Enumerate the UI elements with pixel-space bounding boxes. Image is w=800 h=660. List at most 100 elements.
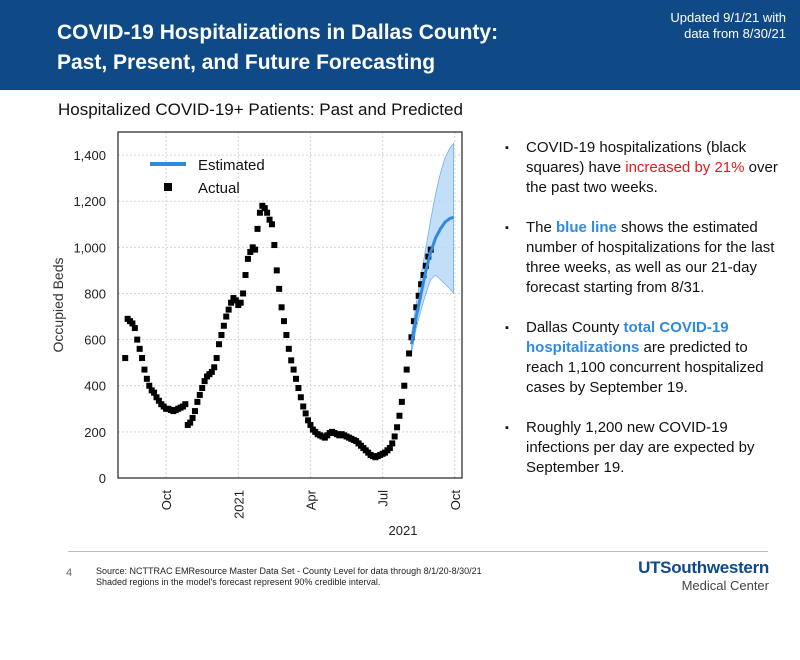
update-note-line-2: data from 8/30/21 xyxy=(684,26,786,41)
bullet-highlight: Roughly 1,200 new COVID-19 infections pe… xyxy=(526,419,728,456)
bullet-item: ▪ The blue line shows the estimated numb… xyxy=(505,218,785,298)
actual-point xyxy=(293,375,300,382)
actual-point xyxy=(136,345,143,352)
bullet-highlight: increased by 21% xyxy=(625,159,745,176)
actual-point xyxy=(141,366,148,373)
actual-point xyxy=(305,417,312,424)
update-note-line-1: Updated 9/1/21 with xyxy=(670,10,786,25)
actual-point xyxy=(244,255,251,262)
bullet-highlight: total COVID-19 hospitalizations xyxy=(526,319,729,356)
actual-point xyxy=(256,209,263,216)
actual-point xyxy=(220,322,227,329)
footer-divider xyxy=(68,551,768,552)
actual-point xyxy=(386,445,393,452)
bullet-text: Dallas County xyxy=(526,319,624,336)
actual-point xyxy=(401,382,408,389)
actual-point xyxy=(191,408,198,415)
bullet-marker: ▪ xyxy=(505,422,509,434)
y-tick-label: 400 xyxy=(84,379,106,394)
header-banner: COVID-19 Hospitalizations in Dallas Coun… xyxy=(0,0,800,90)
actual-point xyxy=(129,320,136,327)
y-tick-label: 0 xyxy=(99,471,106,486)
bullet-list: ▪ COVID-19 hospitalizations (black squar… xyxy=(505,138,785,498)
actual-point xyxy=(252,246,259,253)
actual-point xyxy=(413,304,420,311)
actual-point xyxy=(194,398,201,405)
bullet-marker: ▪ xyxy=(505,322,509,334)
bullet-item: ▪ Roughly 1,200 new COVID-19 infections … xyxy=(505,418,785,478)
actual-point xyxy=(415,292,422,299)
bullet-highlight: blue line xyxy=(556,219,617,236)
page-title: COVID-19 Hospitalizations in Dallas Coun… xyxy=(57,18,498,78)
actual-point xyxy=(254,225,261,232)
actual-point xyxy=(199,385,206,392)
bullet-item: ▪ Dallas County total COVID-19 hospitali… xyxy=(505,318,785,398)
actual-point xyxy=(283,331,290,338)
actual-point xyxy=(300,403,307,410)
actual-point xyxy=(271,242,278,249)
y-tick-label: 1,400 xyxy=(73,148,106,163)
actual-point xyxy=(134,336,141,343)
actual-point xyxy=(276,285,283,292)
y-tick-label: 600 xyxy=(84,333,106,348)
actual-point xyxy=(139,355,146,362)
logo-main-text: UTSouthwestern xyxy=(638,558,769,577)
actual-point xyxy=(153,394,160,401)
actual-point xyxy=(297,394,304,401)
actual-point xyxy=(143,375,150,382)
actual-point xyxy=(391,433,398,440)
source-line-1: Source: NCTTRAC EMResource Master Data S… xyxy=(96,566,482,576)
x-tick-label: Oct xyxy=(448,490,463,511)
actual-point xyxy=(398,398,405,405)
logo: UTSouthwestern Medical Center xyxy=(638,558,769,593)
actual-point xyxy=(223,313,230,320)
x-tick-label: Apr xyxy=(303,489,318,510)
actual-point xyxy=(216,341,223,348)
actual-point xyxy=(155,397,162,404)
source-line-2: Shaded regions in the model's forecast r… xyxy=(96,577,381,587)
y-tick-label: 1,200 xyxy=(73,194,106,209)
actual-point xyxy=(273,267,280,274)
actual-point xyxy=(240,290,247,297)
bullet-item: ▪ COVID-19 hospitalizations (black squar… xyxy=(505,138,785,198)
actual-point xyxy=(278,304,285,311)
logo-sub-text: Medical Center xyxy=(681,578,769,593)
x-tick-label: Oct xyxy=(159,490,174,511)
chart-title: Hospitalized COVID-19+ Patients: Past an… xyxy=(58,100,463,119)
actual-point xyxy=(237,299,244,306)
actual-point xyxy=(151,389,158,396)
y-axis-label: Occupied Beds xyxy=(50,258,66,353)
bullet-text: The xyxy=(526,219,557,236)
bullet-text: shows the estimated number of hospitaliz… xyxy=(526,219,775,296)
actual-point xyxy=(288,357,295,364)
actual-point xyxy=(410,318,417,325)
actual-point xyxy=(228,299,235,306)
actual-point xyxy=(232,297,239,304)
actual-point xyxy=(131,325,138,332)
actual-point xyxy=(196,391,203,398)
actual-point xyxy=(403,366,410,373)
actual-point xyxy=(285,345,292,352)
plot-frame xyxy=(117,131,463,479)
y-tick-label: 1,000 xyxy=(73,240,106,255)
actual-point xyxy=(418,281,425,288)
bullet-marker: ▪ xyxy=(505,142,509,154)
legend-estimated-label: Estimated xyxy=(198,157,265,174)
x-tick-label: Jul xyxy=(376,490,391,507)
legend-actual-label: Actual xyxy=(198,180,240,197)
legend-actual-swatch xyxy=(164,183,172,191)
estimated-line xyxy=(410,215,455,345)
bullet-marker: ▪ xyxy=(505,222,509,234)
actual-point xyxy=(247,248,254,255)
page-title-line-1: COVID-19 Hospitalizations in Dallas Coun… xyxy=(57,21,499,44)
update-note: Updated 9/1/21 with data from 8/30/21 xyxy=(566,10,786,42)
actual-point xyxy=(208,368,215,375)
actual-point xyxy=(280,318,287,325)
y-tick-label: 800 xyxy=(84,286,106,301)
actual-point xyxy=(406,350,413,357)
actual-point xyxy=(396,412,403,419)
actual-point xyxy=(225,306,232,313)
actual-point xyxy=(122,355,129,362)
page-number: 4 xyxy=(66,567,73,579)
